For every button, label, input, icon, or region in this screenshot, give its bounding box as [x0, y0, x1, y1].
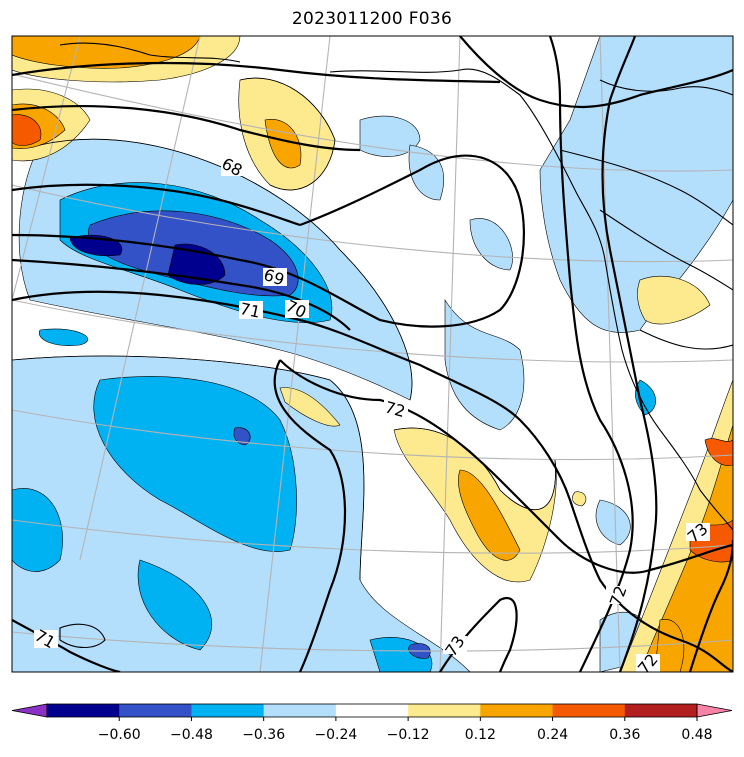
colorbar: [11, 703, 733, 718]
contour-label-71: 71: [238, 299, 262, 322]
map-title: 2023011200 F036: [291, 9, 453, 29]
colorbar-tick-label: 0.48: [681, 727, 712, 743]
colorbar-bin: [624, 704, 698, 717]
colorbar-bin: [408, 704, 481, 717]
colorbar-bin: [480, 704, 554, 717]
map-frame: [11, 35, 734, 673]
colorbar-extend-low: [11, 703, 48, 718]
colorbar-tick-label: 0.36: [609, 727, 640, 743]
contour-labels: 68 69 70 71 72 73 72 73 72 71: [31, 154, 712, 672]
contour-label-72: 72: [383, 397, 408, 421]
colorbar-extend-high: [696, 703, 733, 718]
colorbar-tick-label: −0.60: [98, 727, 141, 743]
colorbar-bin: [191, 704, 265, 717]
colorbar-bin: [263, 704, 337, 717]
map-panel: 68 69 70 71 72 73 72 73 72 71: [12, 36, 733, 672]
colorbar-tick-label: −0.24: [314, 727, 357, 743]
positive-anomaly-fill: [12, 36, 733, 672]
colorbar-bin: [552, 704, 626, 717]
colorbar-tick-label: −0.12: [387, 727, 430, 743]
colorbar-tick-label: 0.12: [465, 727, 496, 743]
anomaly-outlines: [12, 77, 556, 581]
colorbar-tick-label: 0.24: [537, 727, 568, 743]
colorbar-bin: [119, 704, 192, 717]
coastlines: [59, 42, 733, 649]
colorbar-bin: [335, 704, 409, 717]
graticule: [12, 36, 733, 672]
colorbar-bin: [47, 704, 120, 717]
colorbar-tick-label: −0.48: [170, 727, 213, 743]
colorbar-tick-label: −0.36: [242, 727, 285, 743]
negative-anomaly-fill: [12, 36, 733, 672]
height-contours: [12, 36, 733, 672]
colorbar-ticks: −0.60 −0.48 −0.36 −0.24 −0.12 0.12 0.24 0.36 0.4…: [98, 717, 713, 743]
